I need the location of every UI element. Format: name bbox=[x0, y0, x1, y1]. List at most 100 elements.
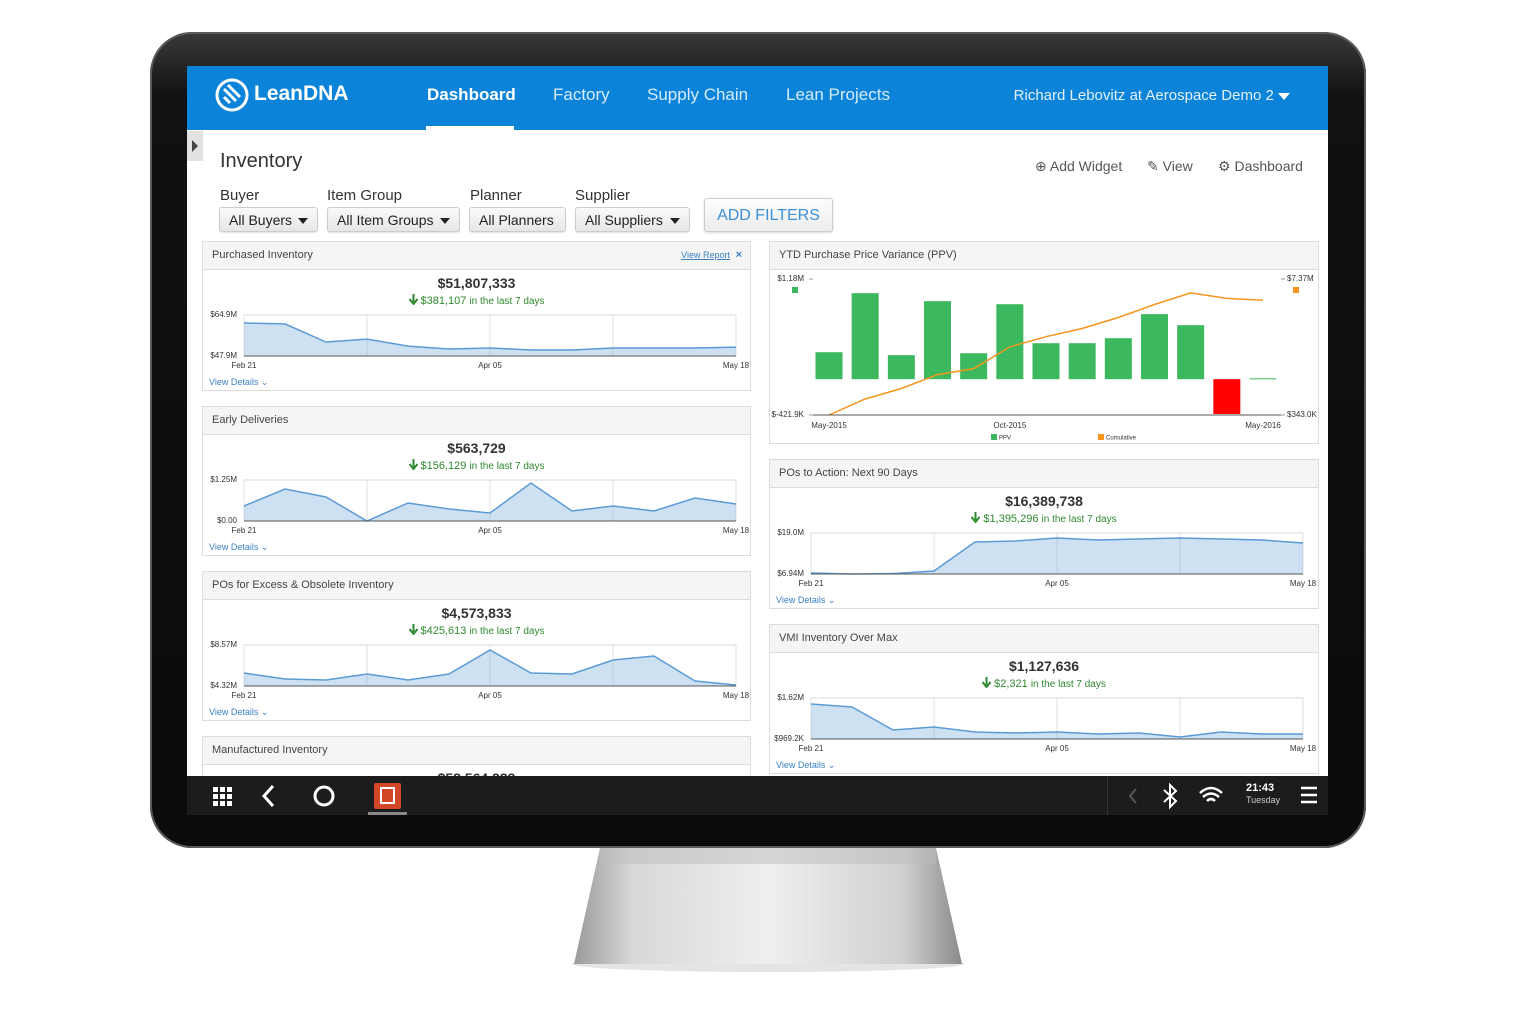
widget: YTD Purchase Price Variance (PPV) $-421.9… bbox=[769, 241, 1319, 444]
widget: POs to Action: Next 90 Days $16,389,738 $1… bbox=[769, 459, 1319, 609]
bar bbox=[996, 304, 1024, 380]
area-chart: $0.00 $1.25M Feb 21 Apr 05 May 18 bbox=[210, 475, 749, 535]
x-tick-label: May-2016 bbox=[1245, 421, 1281, 430]
active-indicator bbox=[426, 126, 514, 130]
widget: VMI Inventory Over Max $1,127,636 $2,321 i… bbox=[769, 624, 1319, 774]
view-action[interactable]: ✎ View bbox=[1147, 158, 1193, 174]
bar bbox=[924, 301, 951, 380]
nav-item[interactable]: Factory bbox=[553, 85, 610, 104]
view-details[interactable]: View Details ⌄ bbox=[209, 707, 269, 717]
widget: Early Deliveries $563,729 $156,129 in the … bbox=[202, 406, 751, 556]
clock-day: Tuesday bbox=[1246, 795, 1281, 805]
details-label: View Details bbox=[209, 542, 259, 552]
bar bbox=[1177, 325, 1205, 380]
line bbox=[243, 649, 737, 686]
change-amount: $425,613 bbox=[420, 625, 467, 637]
widget-total: $51,807,333 bbox=[437, 275, 516, 291]
change-text: in the last 7 days bbox=[1041, 514, 1117, 525]
filter-dropdown[interactable]: All Suppliers bbox=[575, 207, 690, 232]
widget-header: Purchased Inventory View Report × bbox=[203, 242, 750, 270]
down-arrow bbox=[408, 459, 418, 471]
taskbar-icons bbox=[213, 776, 1317, 815]
add-filters-button[interactable]: ADD FILTERS bbox=[704, 198, 833, 232]
arrow-shape bbox=[408, 294, 418, 306]
line bbox=[243, 322, 737, 351]
widget-change: $1,395,296 in the last 7 days bbox=[770, 512, 1318, 525]
user-name: Richard Lebovitz at Aerospace Demo 2 bbox=[1013, 87, 1274, 104]
dropdown-value: All Planners bbox=[479, 212, 554, 228]
x-tick-label: Oct-2015 bbox=[993, 421, 1026, 430]
details-label: View Details bbox=[776, 760, 826, 770]
view-details[interactable]: View Details ⌄ bbox=[776, 760, 836, 770]
widget-header: VMI Inventory Over Max bbox=[770, 625, 1318, 653]
y-tick-label: $64.9M bbox=[210, 310, 237, 319]
area bbox=[244, 483, 736, 521]
close-button[interactable]: × bbox=[735, 249, 742, 261]
filter-dropdown[interactable]: All Planners bbox=[469, 207, 566, 232]
dashboard-action[interactable]: ⚙ Dashboard bbox=[1218, 158, 1303, 174]
widget-total: $4,573,833 bbox=[441, 605, 512, 621]
bar bbox=[851, 293, 879, 380]
y-tick-label: $4.32M bbox=[210, 681, 237, 690]
down-arrow bbox=[981, 677, 992, 689]
details-label: View Details bbox=[209, 707, 259, 717]
sidebar-toggle[interactable] bbox=[187, 131, 203, 161]
widget-title: Early Deliveries bbox=[212, 414, 289, 426]
bar-line-chart: $-421.9K $1.18M $343.0K $7.37M PPV Cumulative… bbox=[772, 274, 1318, 442]
x-tick-label: Apr 05 bbox=[1045, 579, 1069, 588]
x-tick-label: Feb 21 bbox=[799, 579, 824, 588]
x-tick-label: May 18 bbox=[723, 691, 750, 700]
widget-change: $425,613 in the last 7 days bbox=[203, 624, 750, 637]
nav-item[interactable]: Dashboard bbox=[427, 85, 516, 104]
x-tick-label: May 18 bbox=[723, 361, 750, 370]
y-tick-label: $19.0M bbox=[777, 528, 804, 537]
filter-dropdown[interactable]: All Item Groups bbox=[327, 207, 460, 232]
area bbox=[811, 704, 1303, 739]
x-tick-label: Feb 21 bbox=[232, 361, 257, 370]
dropdown-value: All Suppliers bbox=[585, 212, 663, 228]
view-details[interactable]: View Details ⌄ bbox=[776, 595, 836, 605]
widget-title: YTD Purchase Price Variance (PPV) bbox=[779, 249, 957, 261]
nav-item[interactable]: Supply Chain bbox=[647, 85, 749, 104]
x-tick-label: Apr 05 bbox=[1045, 744, 1069, 753]
change-amount: $381,107 bbox=[420, 295, 467, 307]
line bbox=[810, 703, 1303, 738]
widget-title: Manufactured Inventory bbox=[212, 744, 328, 756]
bar bbox=[960, 353, 988, 380]
brand-logo bbox=[215, 78, 249, 112]
view-report-link[interactable]: View Report bbox=[681, 250, 730, 260]
screen: LeanDNA Dashboard Factory Supply Chain L… bbox=[187, 66, 1328, 776]
widget-header: Early Deliveries bbox=[203, 407, 750, 435]
taskbar: 21:43 Tuesday bbox=[187, 776, 1328, 815]
dropdown-value: All Item Groups bbox=[337, 212, 434, 228]
bar bbox=[1068, 343, 1096, 380]
x-tick-label: Apr 05 bbox=[478, 361, 502, 370]
area bbox=[244, 323, 736, 356]
legend-label: Cumulative bbox=[1106, 436, 1137, 442]
widget-title: POs for Excess & Obsolete Inventory bbox=[212, 579, 394, 591]
caret bbox=[1278, 92, 1290, 100]
change-text: in the last 7 days bbox=[469, 626, 545, 637]
view-details[interactable]: View Details ⌄ bbox=[209, 542, 269, 552]
x-tick-label: Feb 21 bbox=[232, 526, 257, 535]
x-tick-label: May 18 bbox=[1290, 579, 1317, 588]
x-tick-label: Feb 21 bbox=[232, 691, 257, 700]
x-tick-label: Feb 21 bbox=[799, 744, 824, 753]
add-widget[interactable]: ⊕ Add Widget bbox=[1035, 158, 1123, 174]
change-text: in the last 7 days bbox=[469, 296, 545, 307]
nav-item[interactable]: Lean Projects bbox=[786, 85, 890, 104]
change-amount: $156,129 bbox=[420, 460, 467, 472]
area-chart: $47.9M $64.9M Feb 21 Apr 05 May 18 bbox=[210, 310, 750, 370]
x-tick-label: Apr 05 bbox=[478, 526, 502, 535]
y-tick-label: $1.25M bbox=[210, 475, 237, 484]
page-title: Inventory bbox=[220, 150, 303, 172]
axis-swatch bbox=[792, 287, 798, 293]
change-amount: $2,321 bbox=[994, 678, 1028, 690]
y-tick-label: $8.57M bbox=[210, 640, 237, 649]
change-amount: $1,395,296 bbox=[983, 513, 1039, 525]
filter-dropdown[interactable]: All Buyers bbox=[219, 207, 318, 232]
user-menu[interactable]: Richard Lebovitz at Aerospace Demo 2 bbox=[1014, 87, 1290, 104]
arrow-shape bbox=[981, 677, 992, 689]
view-details[interactable]: View Details ⌄ bbox=[209, 377, 269, 387]
